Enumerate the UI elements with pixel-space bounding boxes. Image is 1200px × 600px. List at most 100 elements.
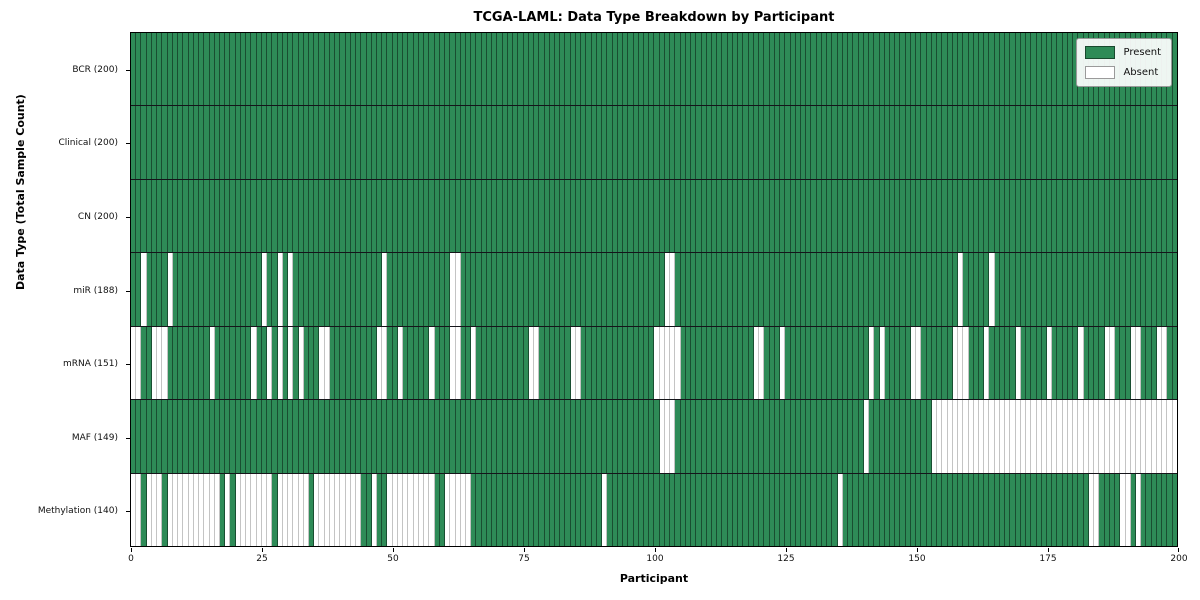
matrix-cell <box>722 400 728 473</box>
matrix-cell <box>801 33 807 106</box>
matrix-cell <box>172 106 179 179</box>
matrix-cell <box>654 179 660 253</box>
matrix-cell <box>534 33 540 106</box>
matrix-cell <box>466 473 472 546</box>
matrix-cell <box>518 400 524 473</box>
matrix-cell <box>837 473 843 546</box>
matrix-cell <box>806 33 812 106</box>
matrix-cell <box>554 179 561 253</box>
matrix-cell <box>1062 253 1068 326</box>
matrix-cell <box>251 326 257 400</box>
matrix-cell <box>947 473 953 546</box>
matrix-cell <box>774 253 781 326</box>
matrix-cell <box>1083 179 1089 253</box>
matrix-cell <box>879 106 885 179</box>
matrix-cell <box>863 326 870 400</box>
matrix-row-miR <box>131 253 1177 327</box>
matrix-cell <box>1115 179 1121 253</box>
matrix-cell <box>978 33 985 106</box>
matrix-cell <box>701 253 707 326</box>
matrix-cell <box>1041 473 1048 546</box>
matrix-cell <box>842 33 849 106</box>
matrix-cell <box>1125 253 1131 326</box>
matrix-cell <box>256 326 262 400</box>
matrix-cell <box>696 106 702 179</box>
matrix-cell <box>759 473 765 546</box>
matrix-cell <box>999 253 1006 326</box>
matrix-cell <box>785 33 791 106</box>
matrix-cell <box>581 473 587 546</box>
matrix-cell <box>151 106 158 179</box>
matrix-cell <box>277 400 283 473</box>
matrix-cell <box>329 400 336 473</box>
matrix-cell <box>801 106 807 179</box>
matrix-cell <box>429 106 435 179</box>
matrix-cell <box>1020 253 1027 326</box>
matrix-cell <box>403 253 409 326</box>
matrix-cell <box>989 179 995 253</box>
matrix-cell <box>900 400 906 473</box>
matrix-cell <box>424 179 430 253</box>
matrix-cell <box>492 179 498 253</box>
matrix-cell <box>225 400 231 473</box>
matrix-cell <box>1067 473 1074 546</box>
matrix-cell <box>926 326 932 400</box>
matrix-cell <box>575 400 582 473</box>
matrix-cell <box>1109 253 1116 326</box>
matrix-cell <box>492 106 498 179</box>
matrix-cell <box>696 253 702 326</box>
matrix-cell <box>816 400 822 473</box>
matrix-cell <box>199 179 205 253</box>
matrix-cell <box>544 400 550 473</box>
matrix-cell <box>455 106 461 179</box>
matrix-cell <box>1120 400 1126 473</box>
x-tick-mark <box>786 548 787 552</box>
matrix-cell <box>230 400 236 473</box>
matrix-cell <box>251 33 257 106</box>
matrix-cell <box>282 253 289 326</box>
matrix-cell <box>1109 179 1116 253</box>
matrix-cell <box>1052 253 1058 326</box>
matrix-cell <box>984 400 990 473</box>
matrix-cell <box>895 326 901 400</box>
matrix-cell <box>476 253 482 326</box>
matrix-cell <box>471 253 477 326</box>
matrix-cell <box>1047 326 1053 400</box>
matrix-cell <box>633 326 639 400</box>
matrix-cell <box>701 179 707 253</box>
matrix-cell <box>837 106 843 179</box>
matrix-cell <box>230 253 236 326</box>
matrix-cell <box>968 326 974 400</box>
matrix-cell <box>308 253 315 326</box>
matrix-cell <box>947 326 953 400</box>
matrix-cell <box>764 106 770 179</box>
matrix-cell <box>146 179 152 253</box>
matrix-cell <box>193 473 200 546</box>
matrix-cell <box>267 400 273 473</box>
matrix-cell <box>528 253 535 326</box>
matrix-cell <box>450 400 456 473</box>
matrix-cell <box>418 179 425 253</box>
matrix-cell <box>560 326 566 400</box>
matrix-cell <box>848 106 854 179</box>
matrix-cell <box>466 33 472 106</box>
matrix-cell <box>319 253 325 326</box>
matrix-cell <box>528 400 535 473</box>
matrix-cell <box>1036 106 1042 179</box>
matrix-cell <box>1041 179 1048 253</box>
matrix-cell <box>659 106 665 179</box>
matrix-cell <box>387 400 393 473</box>
matrix-cell <box>188 326 194 400</box>
matrix-cell <box>575 253 582 326</box>
matrix-cell <box>434 326 440 400</box>
matrix-cell <box>219 400 226 473</box>
matrix-cell <box>209 473 215 546</box>
matrix-cell <box>973 106 979 179</box>
matrix-cell <box>654 326 660 400</box>
matrix-cell <box>884 473 890 546</box>
matrix-cell <box>952 400 959 473</box>
matrix-cell <box>481 473 487 546</box>
matrix-cell <box>774 179 781 253</box>
matrix-cell <box>659 33 665 106</box>
matrix-cell <box>1036 33 1042 106</box>
